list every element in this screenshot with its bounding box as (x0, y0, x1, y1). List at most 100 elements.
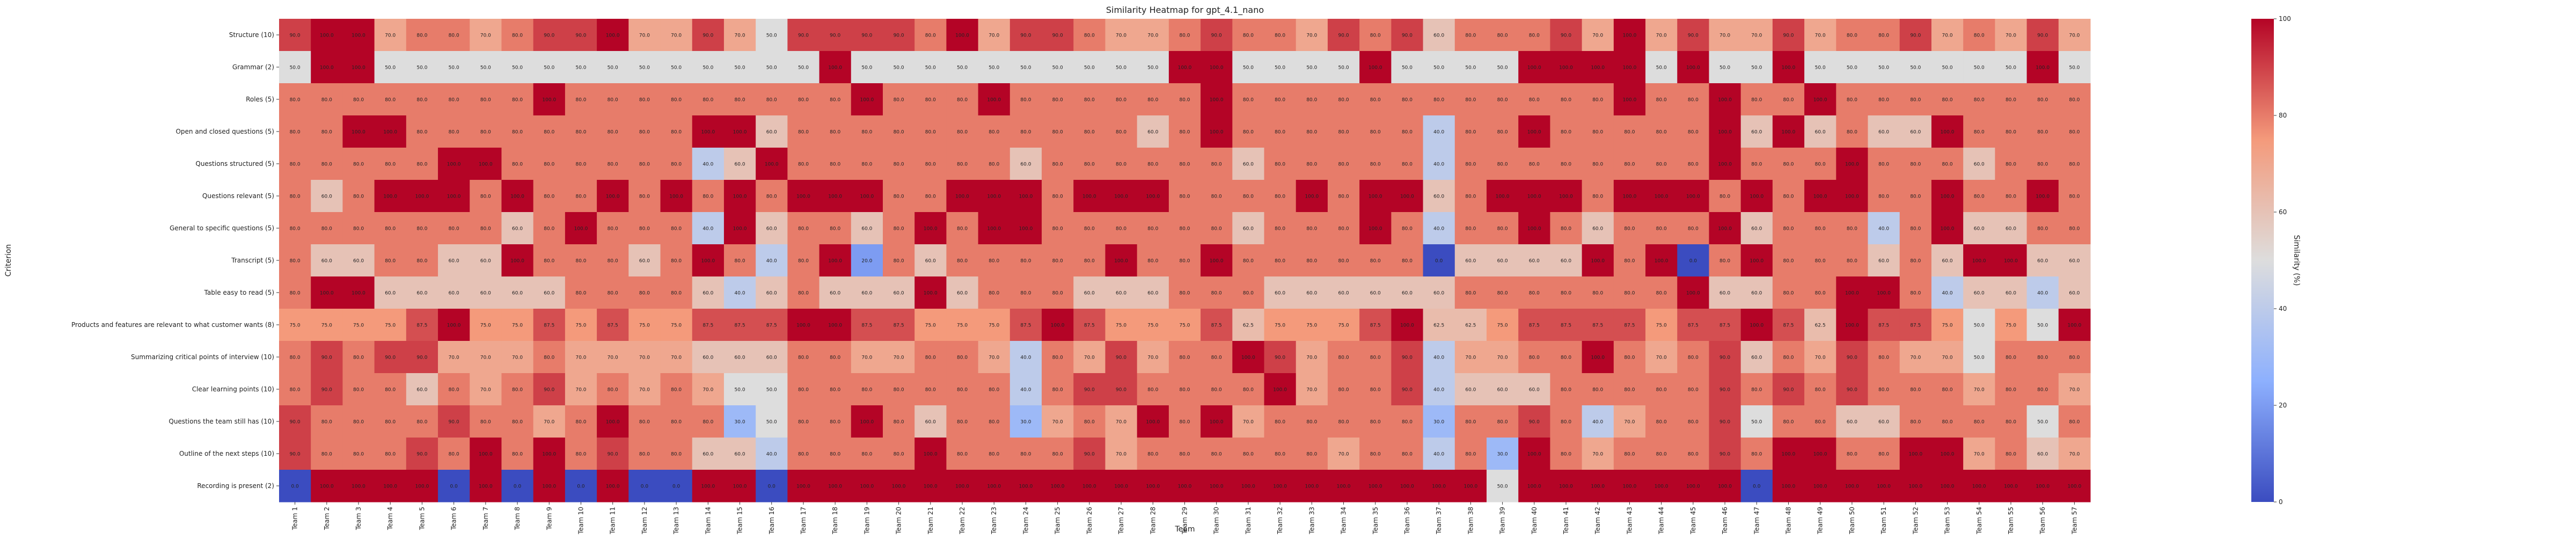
cell-value-label: 80.0 (1561, 388, 1571, 393)
cell-value-label: 100.0 (352, 291, 365, 296)
cell-value-label: 80.0 (353, 388, 364, 393)
cell-value-label: 70.0 (1116, 420, 1126, 425)
cell-value-label: 80.0 (735, 259, 745, 264)
heatmap-cell (1201, 470, 1233, 502)
heatmap-cell (1042, 180, 1074, 213)
cell-value-label: 100.0 (320, 484, 334, 490)
heatmap-cell (1677, 341, 1709, 374)
heatmap-cell (1073, 19, 1106, 52)
heatmap-cell (787, 341, 820, 374)
heatmap-cell (787, 148, 820, 180)
cell-value-label: 80.0 (1052, 227, 1063, 232)
heatmap-cell (279, 212, 311, 245)
heatmap-cell (1550, 341, 1583, 374)
cell-value-label: 80.0 (1942, 162, 1953, 167)
heatmap-cell (819, 309, 852, 341)
heatmap-cell (978, 212, 1011, 245)
cell-value-label: 80.0 (1815, 259, 1826, 264)
cell-value-label: 80.0 (1878, 452, 1889, 457)
cell-value-label: 75.0 (290, 323, 301, 329)
heatmap-cell (883, 51, 915, 84)
cell-value-label: 80.0 (1497, 162, 1508, 167)
cell-value-label: 80.0 (1624, 388, 1635, 393)
heatmap-cell (1137, 470, 1169, 502)
heatmap-cell (914, 51, 947, 84)
heatmap-cell (311, 19, 343, 52)
heatmap-cell (1613, 115, 1646, 148)
heatmap-cell (279, 309, 311, 341)
cell-value-label: 90.0 (321, 355, 332, 361)
cell-value-label: 60.0 (1847, 420, 1857, 425)
cell-value-label: 60.0 (1751, 130, 1762, 135)
heatmap-cell (1518, 51, 1550, 84)
cell-value-label: 70.0 (702, 388, 713, 393)
heatmap-cell (533, 341, 566, 374)
cell-value-label: 60.0 (1465, 259, 1476, 264)
heatmap-cell (1296, 276, 1328, 309)
heatmap-cell (406, 180, 438, 213)
cell-value-label: 80.0 (1561, 162, 1571, 167)
heatmap-cell (914, 341, 947, 374)
heatmap-cell (1899, 276, 1932, 309)
cell-value-label: 60.0 (1147, 291, 1158, 296)
cell-value-label: 50.0 (1497, 484, 1508, 490)
heatmap-cell (1454, 244, 1487, 277)
heatmap-cell (1613, 19, 1646, 52)
heatmap-cell (1740, 438, 1773, 470)
heatmap-cell (470, 51, 502, 84)
heatmap-cell (2058, 276, 2091, 309)
cell-value-label: 80.0 (1974, 98, 1985, 103)
cell-value-label: 80.0 (1847, 33, 1857, 39)
heatmap-cell (1804, 244, 1836, 277)
cell-value-label: 60.0 (766, 291, 777, 296)
heatmap-cell (1296, 180, 1328, 213)
cell-value-label: 90.0 (1052, 33, 1063, 39)
heatmap-cell (597, 148, 629, 180)
heatmap-cell (533, 405, 566, 438)
heatmap-cell (1391, 373, 1424, 406)
x-tick-label: Team 12 (641, 507, 648, 535)
cell-value-label: 100.0 (987, 98, 1001, 103)
heatmap-cell (1487, 276, 1519, 309)
heatmap-cell (406, 83, 438, 116)
cell-value-label: 87.5 (1084, 323, 1095, 329)
cell-value-label: 70.0 (1592, 33, 1603, 39)
heatmap-cell (1677, 115, 1709, 148)
cell-value-label: 100.0 (1750, 194, 1763, 200)
cell-value-label: 80.0 (2006, 388, 2016, 393)
cell-value-label: 70.0 (639, 33, 650, 39)
heatmap-cell (1009, 470, 1042, 502)
heatmap-cell (1677, 470, 1709, 502)
cell-value-label: 80.0 (1974, 33, 1985, 39)
heatmap-cell (533, 212, 566, 245)
cell-value-label: 80.0 (1910, 420, 1921, 425)
heatmap-cell (501, 405, 534, 438)
heatmap-cell (1709, 19, 1741, 52)
cell-value-label: 100.0 (479, 162, 493, 167)
heatmap-cell (914, 148, 947, 180)
cell-value-label: 80.0 (1116, 130, 1126, 135)
cell-value-label: 80.0 (702, 194, 713, 200)
heatmap-cell (311, 244, 343, 277)
cell-value-label: 50.0 (766, 65, 777, 71)
heatmap-cell (1009, 244, 1042, 277)
cell-value-label: 100.0 (1559, 65, 1573, 71)
cell-value-label: 60.0 (1529, 259, 1540, 264)
cell-value-label: 90.0 (1116, 388, 1126, 393)
heatmap-cell (501, 244, 534, 277)
cell-value-label: 60.0 (1592, 227, 1603, 232)
cell-value-label: 80.0 (861, 130, 872, 135)
cell-value-label: 80.0 (1656, 452, 1667, 457)
x-tick-label: Team 48 (1785, 507, 1792, 535)
cell-value-label: 80.0 (353, 194, 364, 200)
cell-value-label: 90.0 (385, 355, 396, 361)
heatmap-cell (1391, 470, 1424, 502)
cell-value-label: 70.0 (1751, 33, 1762, 39)
cell-value-label: 80.0 (2037, 388, 2048, 393)
cell-value-label: 60.0 (2069, 259, 2080, 264)
cell-value-label: 80.0 (1561, 98, 1571, 103)
cell-value-label: 80.0 (1656, 291, 1667, 296)
cell-value-label: 80.0 (1338, 130, 1349, 135)
heatmap-cell (723, 341, 756, 374)
